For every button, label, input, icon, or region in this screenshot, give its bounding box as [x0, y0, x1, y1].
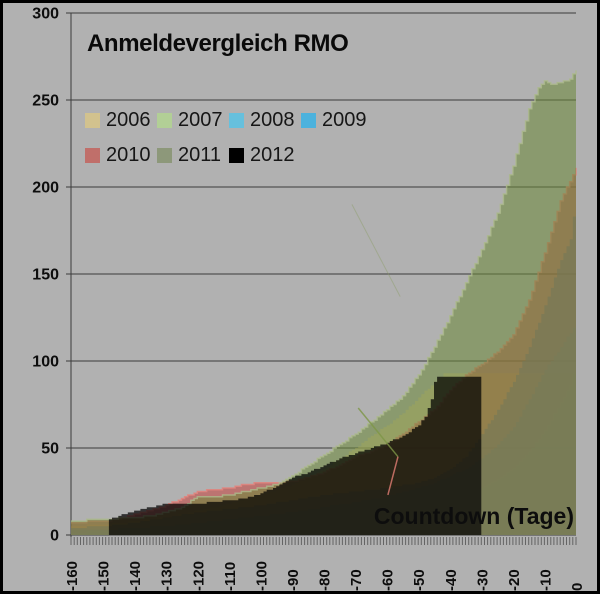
x-tick-label--20: -20	[506, 569, 523, 591]
y-tick-label-0: 0	[50, 528, 59, 545]
x-tick-label--150: -150	[96, 561, 113, 591]
x-tick-label--80: -80	[317, 569, 334, 591]
legend-label-2006: 2006	[106, 109, 151, 131]
x-tick-label--100: -100	[253, 561, 270, 591]
legend-swatch-2009	[301, 112, 316, 128]
y-tick-label-200: 200	[32, 180, 59, 197]
x-axis-tick-comb	[70, 537, 577, 545]
x-tick-label--110: -110	[222, 562, 239, 591]
legend-row-2: 2010 2011 2012	[85, 145, 415, 165]
x-tick-label--160: -160	[64, 561, 81, 591]
legend-swatch-2007	[157, 112, 172, 128]
legend-item-2009: 2009	[301, 110, 373, 130]
y-tick-label-100: 100	[32, 354, 59, 371]
legend-label-2012: 2012	[250, 144, 295, 166]
x-tick-label--50: -50	[411, 569, 428, 591]
legend-label-2010: 2010	[106, 144, 151, 166]
area-series-2012	[108, 376, 482, 535]
x-tick-label--120: -120	[190, 561, 207, 591]
x-axis-title: Countdown (Tage)	[373, 503, 574, 529]
x-tick-label--70: -70	[348, 569, 365, 591]
legend-item-2012: 2012	[229, 145, 301, 165]
y-tick-label-250: 250	[32, 93, 59, 110]
chart-legend: 2006 2007 2008 2009 2010 2011 2012	[85, 110, 415, 180]
legend-swatch-2006	[85, 112, 100, 128]
legend-row-1: 2006 2007 2008 2009	[85, 110, 415, 130]
legend-item-2010: 2010	[85, 145, 157, 165]
legend-swatch-2010	[85, 147, 100, 163]
x-tick-label-0: 0	[569, 583, 586, 591]
annotation-line-1	[351, 204, 401, 297]
legend-swatch-2008	[229, 112, 244, 128]
legend-item-2011: 2011	[157, 145, 229, 165]
legend-label-2007: 2007	[178, 109, 223, 131]
x-tick-label--30: -30	[474, 569, 491, 591]
y-tick-label-150: 150	[32, 267, 59, 284]
legend-label-2009: 2009	[322, 109, 367, 131]
legend-item-2007: 2007	[157, 110, 229, 130]
legend-swatch-2012	[229, 147, 244, 163]
legend-item-2006: 2006	[85, 110, 157, 130]
annotation-line-3	[387, 456, 399, 496]
annotation-line-2	[357, 407, 399, 458]
chart-title: Anmeldevergleich RMO	[87, 30, 349, 57]
x-tick-label--10: -10	[537, 569, 554, 591]
legend-swatch-2011	[157, 147, 172, 163]
x-tick-label--130: -130	[159, 561, 176, 591]
y-tick-label-300: 300	[32, 6, 59, 23]
legend-label-2011: 2011	[178, 144, 222, 166]
legend-label-2008: 2008	[250, 109, 295, 131]
x-tick-label--140: -140	[127, 561, 144, 591]
x-tick-label--90: -90	[285, 569, 302, 591]
y-tick-label-50: 50	[41, 441, 59, 458]
legend-item-2008: 2008	[229, 110, 301, 130]
x-tick-label--40: -40	[443, 569, 460, 591]
x-tick-label--60: -60	[380, 569, 397, 591]
